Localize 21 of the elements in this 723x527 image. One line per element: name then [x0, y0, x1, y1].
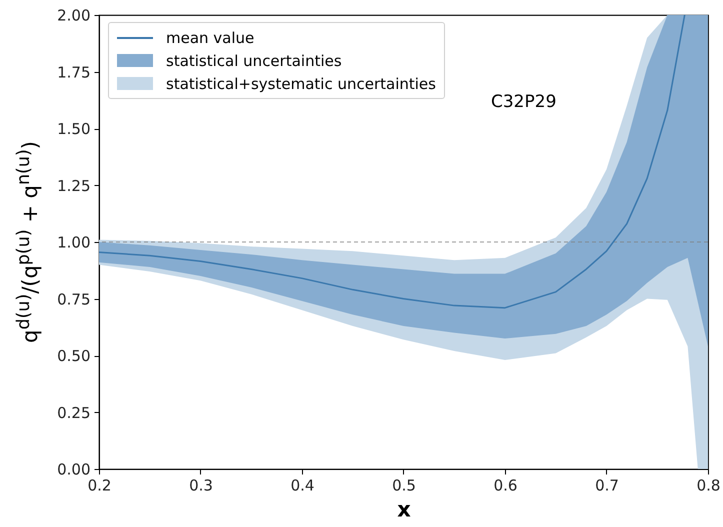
y-tick-label: 0.00	[57, 460, 90, 478]
legend-label: statistical+systematic uncertainties	[166, 74, 436, 92]
x-tick-label: 0.2	[88, 476, 112, 494]
x-tick-label: 0.5	[392, 476, 416, 494]
y-tick-label: 0.25	[57, 404, 90, 422]
y-tick-label: 1.00	[57, 234, 90, 252]
y-tick-label: 0.50	[57, 347, 90, 365]
annotation: C32P29	[491, 92, 556, 112]
y-tick-label: 1.50	[57, 120, 90, 138]
y-tick-label: 1.75	[57, 63, 90, 82]
y-tick-label: 2.00	[57, 6, 90, 24]
legend-label: mean value	[166, 28, 254, 46]
legend-label: statistical uncertainties	[166, 52, 342, 70]
x-tick-label: 0.3	[189, 476, 213, 494]
y-tick-label: 0.75	[57, 290, 90, 308]
x-tick-label: 0.4	[290, 476, 314, 494]
x-tick-label: 0.6	[494, 476, 518, 494]
x-tick-label: 0.8	[696, 476, 720, 494]
y-tick-label: 1.25	[57, 176, 90, 195]
x-tick-label: 0.7	[595, 476, 619, 494]
x-axis-title: x	[397, 498, 412, 522]
